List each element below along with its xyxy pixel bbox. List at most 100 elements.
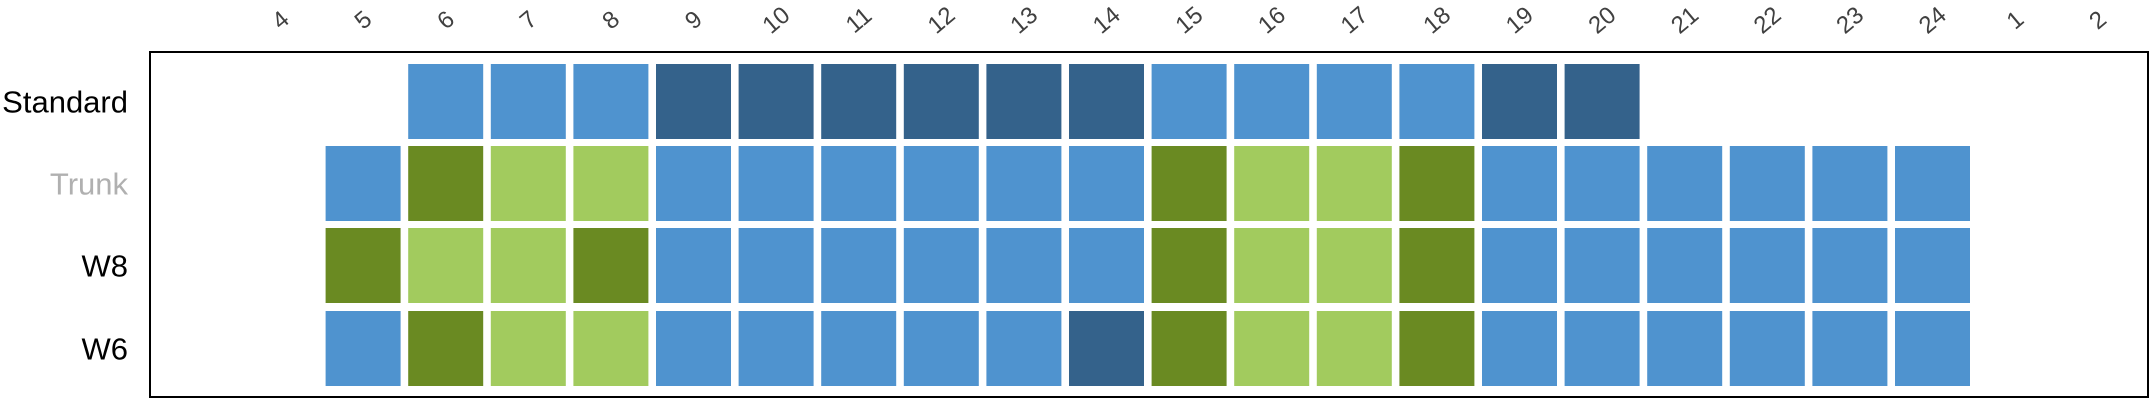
heatmap-cell [821,228,897,303]
x-tick-labels: 456789101112131415161718192021222324123 [267,1,2112,39]
heatmap-cell [903,311,979,386]
heatmap-cell [1399,64,1475,139]
heatmap-cell [1564,311,1640,386]
row-labels: Standard Trunk W8 W6 [2,85,128,367]
heatmap-cell [986,228,1062,303]
x-tick-label: 15 [1171,1,1209,39]
heatmap-cell [1316,64,1392,139]
heatmap-cell [738,146,814,221]
heatmap-cell [1069,228,1144,303]
heatmap-cell [821,146,897,221]
heatmap-cell [1151,228,1227,303]
heatmap-cell [408,311,484,386]
x-tick-label: 19 [1501,1,1539,39]
heatmap-cells [325,64,1970,386]
heatmap-cell [573,311,649,386]
heatmap-cell [656,311,731,386]
heatmap-cell [656,64,731,139]
heatmap-cell [1069,64,1144,139]
heatmap-cell [1482,228,1557,303]
heatmap-cell [1316,146,1392,221]
x-tick-label: 5 [350,6,378,35]
heatmap-cell [986,311,1062,386]
heatmap-cell [408,64,484,139]
heatmap-cell [1564,146,1640,221]
x-tick-label: 8 [597,6,625,35]
heatmap-cell [325,228,401,303]
heatmap-cell [490,64,566,139]
x-tick-label: 12 [923,1,961,39]
heatmap-cell [986,146,1062,221]
x-tick-label: 21 [1666,1,1704,39]
heatmap-cell [1151,311,1227,386]
x-tick-label: 24 [1914,1,1952,39]
heatmap-cell [1729,228,1805,303]
x-tick-label: 23 [1831,1,1869,39]
heatmap-cell [1069,146,1144,221]
heatmap-cell [1812,146,1888,221]
heatmap-cell [903,146,979,221]
heatmap-cell [656,228,731,303]
x-tick-label: 4 [267,6,295,35]
row-label: Trunk [50,167,129,202]
row-label: Standard [2,85,128,120]
x-tick-label: 7 [515,6,543,35]
heatmap-cell [1482,146,1557,221]
heatmap-cell [821,311,897,386]
heatmap-cell [1895,311,1970,386]
heatmap-cell [1729,311,1805,386]
heatmap-cell [1234,146,1310,221]
heatmap-cell [1564,228,1640,303]
heatmap-cell [738,228,814,303]
heatmap-cell [573,146,649,221]
heatmap-cell [738,311,814,386]
heatmap-cell [903,228,979,303]
heatmap-cell [325,146,401,221]
heatmap-cell [821,64,897,139]
heatmap-cell [1482,64,1557,139]
heatmap-cell [1482,311,1557,386]
x-tick-label: 13 [1005,1,1043,39]
x-tick-label: 14 [1088,1,1126,39]
heatmap-cell [325,311,401,386]
heatmap-cell [1069,311,1144,386]
heatmap-cell [573,228,649,303]
heatmap-cell [1234,64,1310,139]
heatmap-cell [1151,146,1227,221]
heatmap-cell [1647,146,1723,221]
x-tick-label: 11 [841,2,877,39]
heatmap-cell [903,64,979,139]
x-tick-label: 10 [758,1,796,39]
heatmap-cell [573,64,649,139]
heatmap-cell [1895,228,1970,303]
heatmap-cell [490,146,566,221]
row-label: W6 [82,332,129,367]
row-label: W8 [82,249,129,284]
heatmap-cell [1647,228,1723,303]
heatmap-cell [408,228,484,303]
heatmap-cell [1151,64,1227,139]
x-tick-label: 20 [1584,1,1622,39]
heatmap-cell [1399,311,1475,386]
heatmap-cell [1399,146,1475,221]
plot-frame [149,51,2149,398]
heatmap-cell [1812,311,1888,386]
heatmap-cell [490,311,566,386]
heatmap-cell [656,146,731,221]
heatmap-cell [1895,146,1970,221]
heatmap-cell [738,64,814,139]
x-tick-label: 17 [1336,1,1374,39]
x-tick-label: 22 [1749,1,1787,39]
heatmap-cell [1316,228,1392,303]
x-tick-label: 16 [1253,1,1291,39]
heatmap-cell [408,146,484,221]
heatmap-cell [1812,228,1888,303]
heatmap-cell [1234,228,1310,303]
heatmap-cell [1729,146,1805,221]
heatmap-cell [1234,311,1310,386]
x-tick-label: 9 [680,6,708,35]
heatmap-cell [986,64,1062,139]
heatmap-cell [1647,311,1723,386]
heatmap-cell [1399,228,1475,303]
heatmap-cell [1564,64,1640,139]
